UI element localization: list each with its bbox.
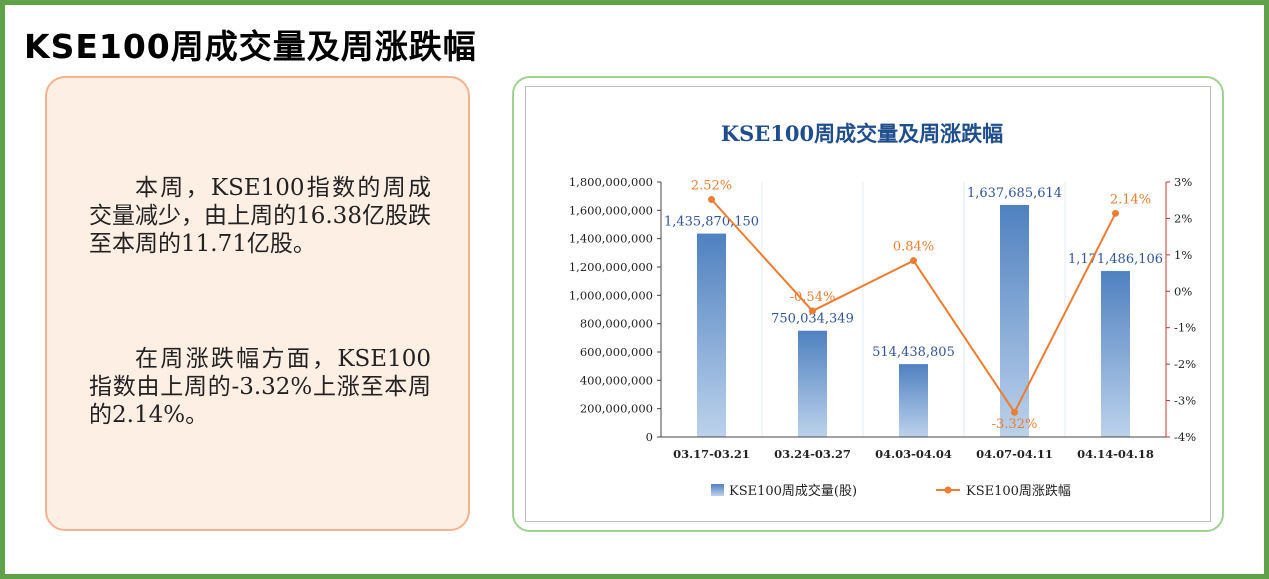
x-axis-tick-label: 04.07-04.11 xyxy=(976,447,1053,461)
page-title: KSE100周成交量及周涨跌幅 xyxy=(24,27,477,66)
line-data-label: 2.14% xyxy=(1110,192,1151,207)
summary-paragraph-volume: 本周，KSE100指数的周成交量减少，由上周的16.38亿股跌至本周的11.71… xyxy=(89,175,431,257)
line-point xyxy=(809,307,816,315)
left-axis-tick-label: 400,000,000 xyxy=(580,373,653,387)
summary-card: 本周，KSE100指数的周成交量减少，由上周的16.38亿股跌至本周的11.71… xyxy=(45,76,470,531)
line-data-label: 2.52% xyxy=(691,178,732,193)
right-axis-tick-label: 3% xyxy=(1174,175,1192,189)
x-axis-tick-label: 04.14-04.18 xyxy=(1077,447,1154,461)
x-axis-tick-label: 03.17-03.21 xyxy=(673,447,750,461)
legend-bar-label: KSE100周成交量(股) xyxy=(729,483,857,499)
line-point xyxy=(1011,408,1018,416)
bar xyxy=(1000,204,1029,437)
bar-data-label: 1,171,486,106 xyxy=(1068,252,1163,267)
line-data-label: 0.84% xyxy=(893,240,934,255)
bar xyxy=(1101,271,1130,437)
left-axis-tick-label: 1,600,000,000 xyxy=(569,203,653,217)
line-point xyxy=(1112,209,1119,217)
line-point xyxy=(910,257,917,265)
line-data-label: -0.54% xyxy=(790,290,836,305)
right-axis-tick-label: 0% xyxy=(1174,284,1192,298)
right-axis-tick-label: 1% xyxy=(1174,248,1192,262)
left-axis-tick-label: 200,000,000 xyxy=(580,402,653,416)
line-point xyxy=(708,195,715,203)
bar-data-label: 1,435,870,150 xyxy=(664,215,759,230)
combo-chart: KSE100周成交量及周涨跌幅 1,435,870,150 750,034,349… xyxy=(569,121,1196,499)
legend-line-marker xyxy=(944,486,952,494)
chart-panel: KSE100周成交量及周涨跌幅 1,435,870,150 750,034,349… xyxy=(525,86,1211,522)
legend-bar-swatch xyxy=(711,484,724,496)
bar-data-label: 514,438,805 xyxy=(872,345,955,360)
bar-data-label: 1,637,685,614 xyxy=(967,186,1062,201)
left-axis-tick-label: 1,000,000,000 xyxy=(569,288,653,302)
x-axis-tick-label: 03.24-03.27 xyxy=(774,447,851,461)
summary-paragraph-change: 在周涨跌幅方面，KSE100指数由上周的-3.32%上涨至本周的2.14%。 xyxy=(89,346,431,428)
line-data-label: -3.32% xyxy=(992,417,1038,432)
bar xyxy=(697,233,726,437)
left-axis-tick-label: 0 xyxy=(646,430,653,444)
right-axis-tick-label: -4% xyxy=(1174,430,1196,444)
bar xyxy=(798,330,827,437)
x-axis-tick-label: 04.03-04.04 xyxy=(875,447,952,461)
right-axis-tick-label: -2% xyxy=(1174,357,1196,371)
legend-line-label: KSE100周涨跌幅 xyxy=(966,483,1071,499)
left-axis-tick-label: 600,000,000 xyxy=(580,345,653,359)
right-axis-tick-label: -1% xyxy=(1174,321,1196,335)
right-axis-tick-label: -3% xyxy=(1174,394,1196,408)
left-axis-tick-label: 1,800,000,000 xyxy=(569,175,653,189)
bar-data-label: 750,034,349 xyxy=(771,312,854,327)
left-axis-tick-label: 1,400,000,000 xyxy=(569,232,653,246)
right-axis-tick-label: 2% xyxy=(1174,211,1192,225)
left-axis-tick-label: 800,000,000 xyxy=(580,317,653,331)
left-axis-tick-label: 1,200,000,000 xyxy=(569,260,653,274)
chart-card: KSE100周成交量及周涨跌幅 1,435,870,150 750,034,349… xyxy=(512,76,1224,532)
chart-title: KSE100周成交量及周涨跌幅 xyxy=(721,121,1003,146)
bar xyxy=(899,364,928,437)
